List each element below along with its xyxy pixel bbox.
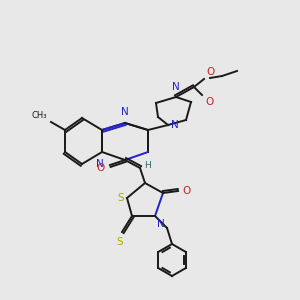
Text: O: O	[182, 186, 190, 196]
Text: O: O	[205, 97, 213, 107]
Text: S: S	[117, 237, 123, 247]
Text: N: N	[171, 120, 179, 130]
Text: S: S	[117, 193, 124, 203]
Text: N: N	[172, 82, 180, 92]
Text: O: O	[206, 67, 214, 77]
Text: CH₃: CH₃	[32, 111, 47, 120]
Text: N: N	[121, 107, 129, 117]
Text: H: H	[144, 160, 151, 169]
Text: N: N	[96, 159, 104, 169]
Text: N: N	[157, 219, 165, 229]
Text: O: O	[97, 163, 105, 173]
